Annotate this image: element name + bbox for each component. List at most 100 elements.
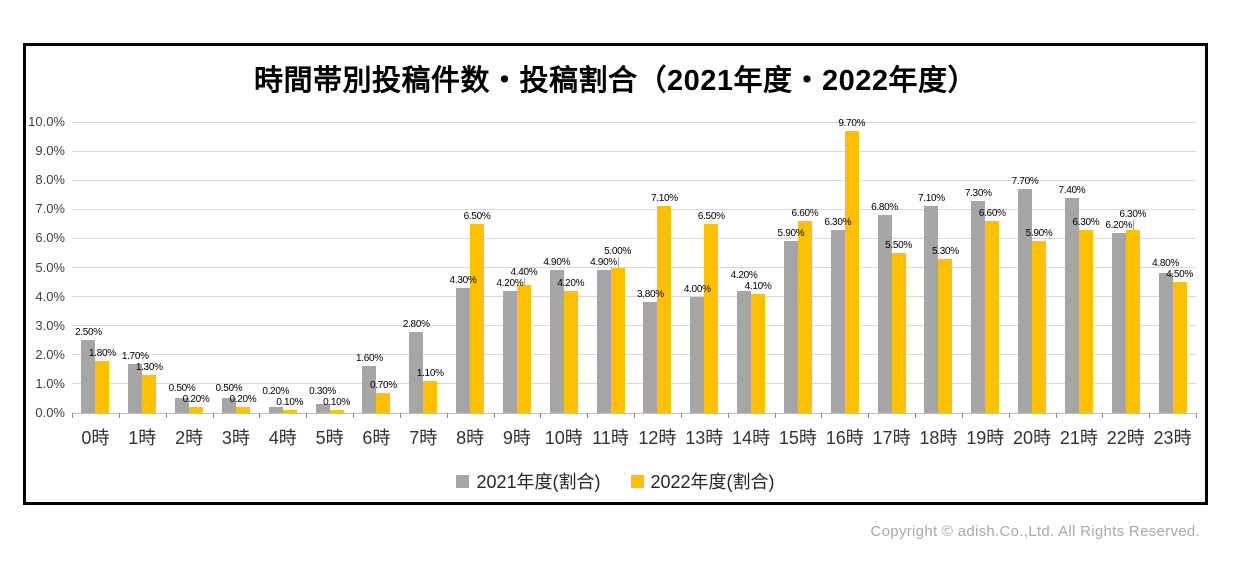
- bar-2021: [737, 290, 752, 413]
- x-axis-tick: [1149, 413, 1151, 418]
- x-axis-tick: [306, 413, 308, 418]
- bar-value-label: 4.40%: [510, 266, 538, 278]
- bar-2021: [783, 241, 798, 413]
- bar-2022: [891, 252, 906, 413]
- x-tick-label: 9時: [502, 428, 531, 448]
- horizontal-gridline: [72, 121, 1196, 123]
- bar-2022: [142, 375, 157, 413]
- x-tick-label: 4時: [268, 428, 297, 448]
- bar-2022: [329, 410, 344, 413]
- bar-2021: [924, 206, 939, 413]
- x-tick-label: 22時: [1106, 428, 1145, 448]
- bar-value-label: 0.20%: [262, 386, 290, 398]
- x-tick-label: 13時: [685, 428, 724, 448]
- x-tick-label: 21時: [1059, 428, 1098, 448]
- bar-2021: [1064, 197, 1079, 413]
- bar-value-label: 6.60%: [791, 207, 819, 219]
- bar-value-label: 4.30%: [449, 274, 477, 286]
- bar-2022: [516, 284, 531, 413]
- x-axis-tick: [212, 413, 214, 418]
- x-axis-tick: [1196, 413, 1197, 418]
- bar-value-label: 4.20%: [557, 277, 585, 289]
- bar-2022: [189, 407, 204, 413]
- label-leader-line: [617, 257, 619, 268]
- horizontal-gridline: [72, 267, 1196, 268]
- bar-2021: [362, 366, 377, 413]
- bar-value-label: 4.80%: [1152, 258, 1179, 270]
- bar-2021: [409, 331, 424, 413]
- bar-value-label: 7.10%: [650, 193, 678, 205]
- y-tick-label: 6.0%: [35, 230, 65, 246]
- x-tick-label: 5時: [315, 428, 344, 448]
- x-tick-label: 11時: [592, 428, 629, 448]
- bar-2022: [704, 223, 719, 413]
- bar-2022: [376, 392, 391, 413]
- bar-2022: [751, 293, 766, 413]
- bar-2021: [1111, 232, 1126, 413]
- legend-label: 2021年度(割合): [476, 472, 601, 492]
- x-axis-tick: [821, 413, 823, 418]
- bar-2021: [690, 296, 705, 413]
- x-tick-label: 7時: [409, 428, 438, 448]
- bar-value-label: 0.50%: [168, 383, 196, 395]
- x-axis-tick: [1102, 413, 1104, 418]
- bar-value-label: 0.20%: [229, 394, 257, 406]
- bar-value-label: 7.10%: [917, 193, 945, 205]
- bar-value-label: 6.30%: [824, 216, 852, 228]
- bar-value-label: 2.80%: [402, 318, 430, 330]
- x-axis-tick: [259, 413, 261, 418]
- x-tick-label: 14時: [732, 428, 771, 448]
- horizontal-gridline: [72, 237, 1196, 239]
- bar-value-label: 6.20%: [1105, 219, 1133, 231]
- legend-swatch-2022: [630, 474, 644, 488]
- x-axis-tick: [493, 413, 495, 418]
- bar-value-label: 4.00%: [683, 283, 711, 295]
- bar-2021: [971, 200, 986, 413]
- bar-2022: [985, 220, 1000, 413]
- x-axis-tick: [915, 413, 916, 418]
- y-tick-label: 10.0%: [28, 114, 65, 129]
- x-axis-tick: [446, 413, 448, 418]
- x-axis-tick: [399, 413, 401, 418]
- bar-value-label: 4.50%: [1166, 269, 1193, 281]
- chart-frame: 時間帯別投稿件数・投稿割合（2021年度・2022年度） 2021年度(割合) 2…: [23, 43, 1208, 505]
- bar-2021: [643, 302, 658, 413]
- x-axis-tick: [118, 413, 120, 418]
- bar-value-label: 0.20%: [182, 394, 210, 406]
- bar-value-label: 1.80%: [88, 347, 116, 359]
- bar-2021: [175, 398, 190, 413]
- x-tick-label: 8時: [456, 428, 485, 448]
- bar-2022: [1078, 229, 1093, 413]
- bar-value-label: 9.70%: [838, 117, 866, 129]
- x-tick-label: 1時: [128, 428, 157, 448]
- bar-2021: [1018, 188, 1033, 413]
- x-axis-tick: [353, 413, 354, 418]
- bar-2022: [797, 220, 812, 413]
- legend-swatch-2021: [456, 474, 470, 488]
- bar-value-label: 6.50%: [463, 210, 491, 222]
- x-axis-tick: [72, 413, 73, 418]
- y-tick-label: 5.0%: [35, 259, 65, 275]
- x-tick-label: 23時: [1153, 428, 1192, 448]
- x-tick-label: 3時: [221, 428, 250, 448]
- bar-value-label: 2.50%: [74, 327, 102, 339]
- x-axis-tick: [1055, 413, 1057, 418]
- bar-2022: [470, 223, 485, 413]
- bar-2021: [268, 407, 283, 413]
- bar-value-label: 6.50%: [697, 210, 725, 222]
- y-tick-label: 4.0%: [35, 288, 65, 304]
- x-axis-tick: [774, 413, 776, 418]
- bar-value-label: 6.30%: [1072, 216, 1100, 228]
- bar-2021: [81, 340, 96, 413]
- bar-2021: [1158, 273, 1173, 413]
- bar-value-label: 3.80%: [636, 289, 664, 301]
- x-tick-label: 10時: [544, 428, 583, 448]
- bar-value-label: 5.50%: [885, 239, 912, 251]
- bar-2022: [1125, 229, 1140, 413]
- bar-value-label: 7.40%: [1058, 184, 1086, 196]
- chart-title: 時間帯別投稿件数・投稿割合（2021年度・2022年度）: [253, 65, 978, 97]
- y-tick-label: 2.0%: [35, 346, 65, 362]
- x-tick-label: 0時: [81, 428, 110, 448]
- y-tick-label: 7.0%: [35, 201, 65, 217]
